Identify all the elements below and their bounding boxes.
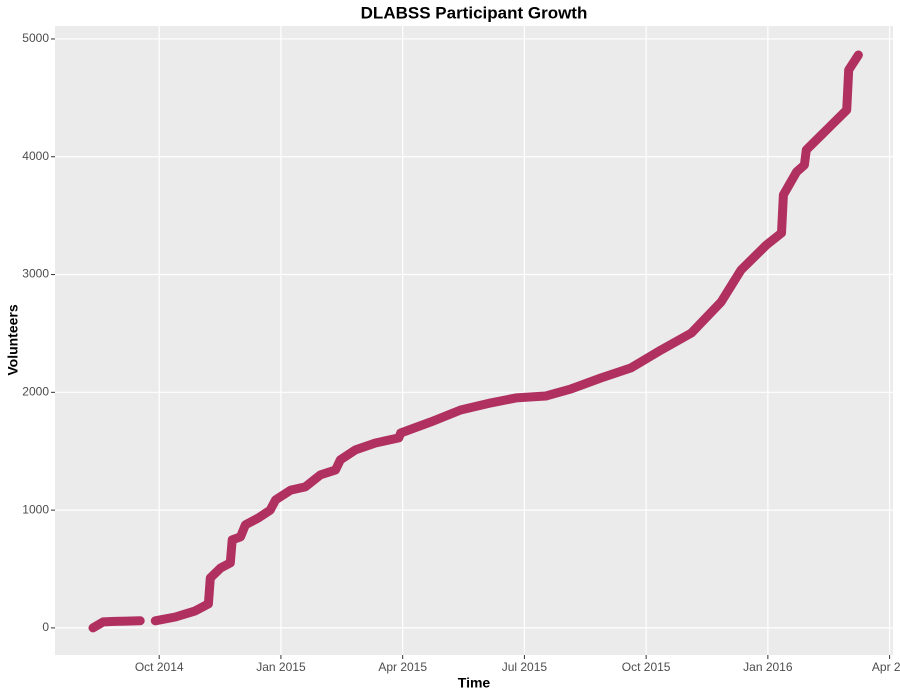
chart-title: DLABSS Participant Growth — [361, 3, 588, 22]
panel — [55, 26, 893, 655]
y-tick-label: 4000 — [22, 149, 49, 163]
y-tick-label: 0 — [42, 620, 49, 634]
x-tick-label: Oct 2014 — [135, 660, 184, 674]
x-axis-label: Time — [458, 675, 491, 691]
x-tick-label: Jul 2015 — [502, 660, 548, 674]
x-tick-label: Jan 2015 — [256, 660, 306, 674]
x-tick-label: Jan 2016 — [743, 660, 793, 674]
y-tick-label: 5000 — [22, 31, 49, 45]
series-line — [88, 616, 145, 633]
y-tick-label: 1000 — [22, 502, 49, 516]
y-tick-label: 2000 — [22, 384, 49, 398]
y-axis-label: Volunteers — [5, 304, 21, 376]
x-tick-label: Oct 2015 — [622, 660, 671, 674]
x-tick-label: Apr 2015 — [378, 660, 427, 674]
series-line — [150, 50, 863, 626]
y-tick-label: 3000 — [22, 267, 49, 281]
x-tick-label: Apr 20 — [872, 660, 900, 674]
